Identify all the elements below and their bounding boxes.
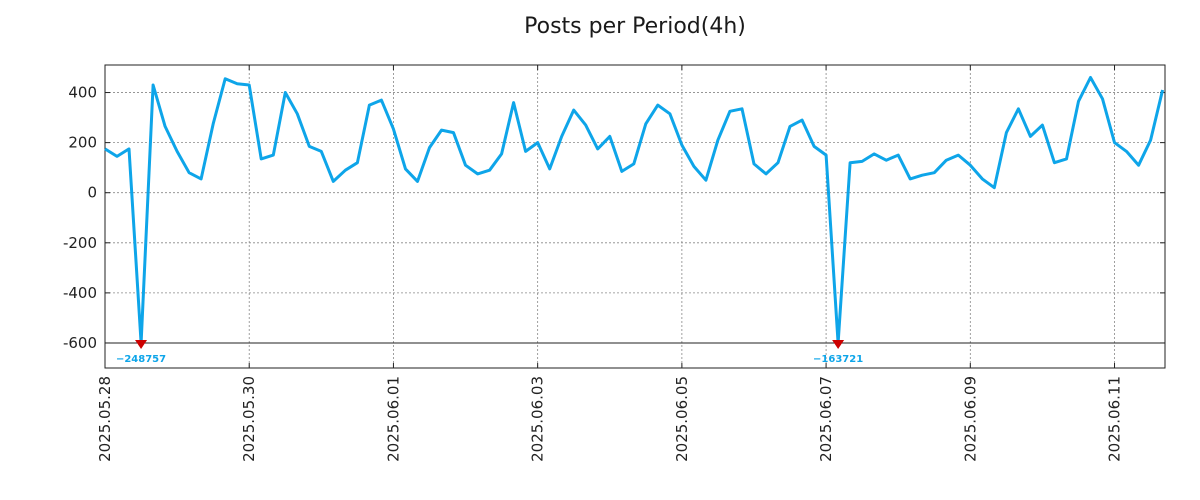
axis-ticks: 400 200 0 -200 -400 -600 2025.05.28 2025.05.30 2… [63,65,1165,462]
y-tick-label: -400 [63,284,97,302]
x-tick-label: 2025.06.05 [673,376,691,462]
x-tick-label: 2025.06.07 [817,376,835,462]
outlier-label: −163721 [813,354,863,365]
y-tick-label: 0 [87,184,97,202]
y-tick-label: 400 [68,84,97,102]
x-tick-label: 2025.06.09 [961,376,979,462]
chart-title: Posts per Period(4h) [524,14,746,39]
x-tick-label: 2025.06.11 [1106,376,1124,462]
outlier-marker [135,339,148,349]
x-tick-label: 2025.05.28 [96,376,114,462]
x-tick-label: 2025.06.03 [529,376,547,462]
annotation-layer: −248757 −163721 [116,339,863,365]
x-tick-label: 2025.05.30 [240,376,258,462]
outlier-label: −248757 [116,354,166,365]
y-tick-label: 200 [68,134,97,152]
y-tick-label: -600 [63,334,97,352]
grid-lines [104,65,1165,368]
outlier-marker [832,339,845,349]
plot-area [104,64,1166,369]
series-layer [104,76,1165,345]
y-tick-label: -200 [63,234,97,252]
x-tick-label: 2025.06.01 [384,376,402,462]
series-line-posts [104,76,1165,345]
